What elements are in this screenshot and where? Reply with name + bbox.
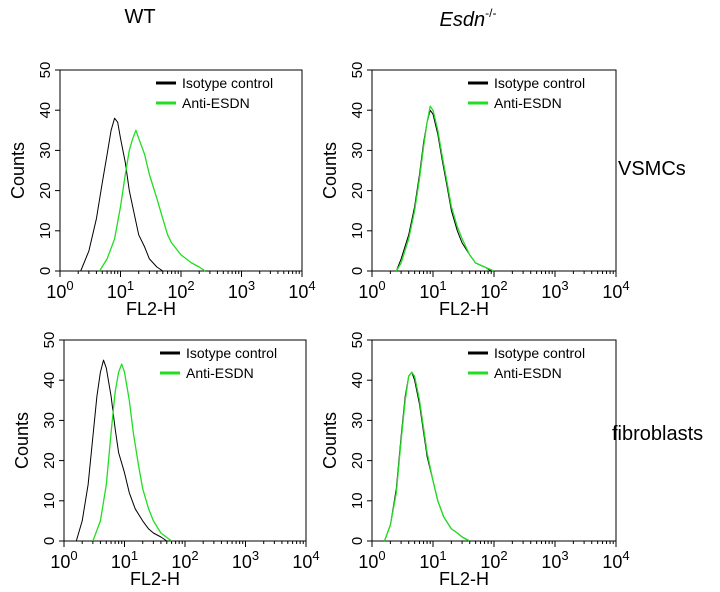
legend-label-isotype-control: Isotype control: [494, 75, 585, 91]
row-label-vsmcs: VSMCs: [618, 158, 686, 180]
plot-frame: [59, 69, 303, 272]
x-axis-label: FL2-H: [130, 569, 180, 589]
y-tick-label: 40: [37, 102, 54, 119]
y-tick-label: 40: [349, 102, 366, 119]
series-line-isotype-control: [80, 117, 164, 272]
x-tick-label: 101: [107, 278, 134, 302]
x-tick-label: 101: [419, 278, 446, 302]
x-tick-label: 101: [111, 548, 138, 572]
series-line-isotype-control: [75, 359, 168, 542]
series-line-anti-esdn: [395, 105, 495, 272]
x-tick-label: 104: [288, 278, 315, 302]
y-tick-label: 30: [37, 142, 54, 159]
legend-label-isotype-control: Isotype control: [186, 345, 277, 361]
x-tick-label: 100: [46, 278, 73, 302]
y-tick-label: 20: [349, 182, 366, 199]
legend-label-isotype-control: Isotype control: [494, 345, 585, 361]
x-tick-label: 104: [602, 278, 629, 302]
legend-label-anti-esdn: Anti-ESDN: [186, 365, 254, 381]
plot-frame: [63, 339, 307, 542]
y-axis-label: Counts: [8, 142, 28, 199]
y-tick-label: 50: [349, 62, 366, 79]
y-tick-label: 0: [41, 537, 58, 545]
y-tick-label: 10: [41, 492, 58, 509]
column-title-wt: WT: [124, 6, 156, 28]
y-tick-label: 10: [37, 222, 54, 239]
x-tick-label: 100: [50, 548, 77, 572]
panel-wt-fibroblasts: 0 10 20 30 40 50 100 101 102 103 104 FL2-H Counts Iso…: [12, 332, 320, 589]
x-tick-label: 102: [167, 278, 194, 302]
panel-ko-fibroblasts: 0 10 20 30 40 50 100 101 102 103 104 FL2-H Counts Iso…: [320, 332, 630, 589]
y-tick-label: 40: [349, 372, 366, 389]
series-line-anti-esdn: [98, 129, 206, 272]
panel-ko-vsmcs: 0 10 20 30 40 50 100 101 102 103 104 FL2-H Counts Iso…: [320, 62, 630, 319]
x-tick-label: 103: [541, 278, 568, 302]
y-tick-label: 30: [349, 142, 366, 159]
column-title-esdn-knockout: Esdn-/-: [439, 6, 497, 31]
y-tick-label: 10: [349, 492, 366, 509]
y-tick-label: 20: [37, 182, 54, 199]
y-tick-label: 10: [349, 222, 366, 239]
x-axis-label: FL2-H: [126, 299, 176, 319]
y-tick-label: 20: [41, 452, 58, 469]
series-line-anti-esdn: [383, 371, 471, 542]
y-tick-label: 50: [37, 62, 54, 79]
x-tick-label: 103: [541, 548, 568, 572]
y-tick-label: 50: [349, 332, 366, 349]
series-line-isotype-control: [384, 371, 470, 542]
y-axis-label: Counts: [320, 142, 340, 199]
legend-label-anti-esdn: Anti-ESDN: [494, 365, 562, 381]
y-axis-label: Counts: [320, 412, 340, 469]
y-tick-label: 0: [37, 267, 54, 275]
x-tick-label: 104: [292, 548, 319, 572]
x-tick-label: 101: [419, 548, 446, 572]
x-tick-label: 100: [358, 548, 385, 572]
legend-label-anti-esdn: Anti-ESDN: [494, 95, 562, 111]
y-tick-label: 30: [349, 412, 366, 429]
x-tick-label: 104: [602, 548, 629, 572]
y-tick-label: 30: [41, 412, 58, 429]
y-tick-label: 50: [41, 332, 58, 349]
row-label-fibroblasts: fibroblasts: [612, 423, 704, 445]
y-tick-label: 40: [41, 372, 58, 389]
x-axis-label: FL2-H: [439, 299, 489, 319]
legend-label-anti-esdn: Anti-ESDN: [182, 95, 250, 111]
y-axis-label: Counts: [12, 412, 32, 469]
series-line-anti-esdn: [92, 363, 172, 542]
series-line-isotype-control: [395, 109, 492, 272]
y-tick-label: 0: [349, 267, 366, 275]
x-tick-label: 103: [228, 278, 255, 302]
y-tick-label: 20: [349, 452, 366, 469]
x-tick-label: 102: [480, 278, 507, 302]
x-tick-label: 100: [358, 278, 385, 302]
y-tick-label: 0: [349, 537, 366, 545]
x-tick-label: 102: [171, 548, 198, 572]
x-tick-label: 103: [232, 548, 259, 572]
legend-label-isotype-control: Isotype control: [182, 75, 273, 91]
x-axis-label: FL2-H: [439, 569, 489, 589]
panel-wt-vsmcs: 0 10 20 30 40 50 100 101 102 103 104 FL2-H Counts Iso…: [8, 62, 316, 319]
x-tick-label: 102: [480, 548, 507, 572]
